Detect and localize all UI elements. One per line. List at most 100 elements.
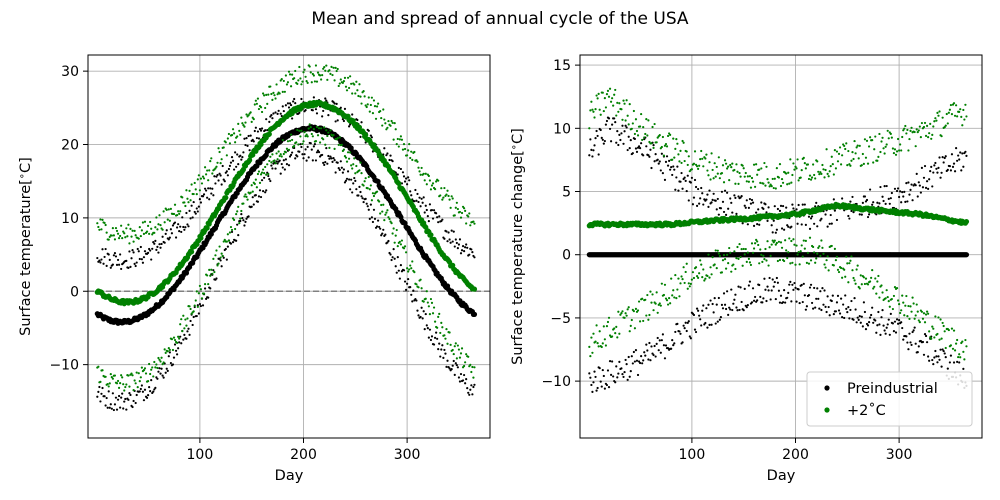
warming-upper-spread-point [938,110,941,113]
preindustrial-lower-spread-point [99,400,102,403]
warming-upper-spread-point [916,131,919,134]
warming-upper-spread-point [851,151,854,154]
preindustrial-upper-spread-point [930,165,933,169]
preindustrial-upper-spread-point [450,229,453,232]
warming-upper-spread-point [142,232,146,235]
preindustrial-lower-spread-point [402,269,406,272]
warming-upper-spread-point [117,237,121,240]
preindustrial-upper-spread-point [413,200,416,203]
warming-upper-spread-point [674,147,677,150]
warming-upper-spread-point [460,211,464,215]
preindustrial-upper-spread-point [324,97,327,100]
warming-lower-spread-point [792,238,795,241]
warming-lower-spread-point [131,374,134,377]
warming-upper-spread-point [324,69,327,72]
warming-upper-spread-point [99,218,102,221]
preindustrial-lower-spread-point [300,145,303,149]
preindustrial-lower-spread-point [908,332,911,335]
preindustrial-lower-spread-point [941,348,944,351]
warming-lower-spread-point [772,241,775,244]
warming-upper-spread-point [863,138,867,141]
warming-lower-spread-point [386,209,389,212]
warming-lower-spread-point [309,126,312,129]
warming-upper-spread-point [606,89,610,93]
warming-upper-spread-point [101,218,104,222]
preindustrial-upper-spread-point [617,143,620,147]
preindustrial-upper-spread-point [780,227,784,230]
warming-upper-spread-point [112,234,115,237]
preindustrial-lower-spread-point [624,358,627,362]
warming-upper-spread-point [827,175,830,178]
warming-lower-spread-point [904,304,907,307]
warming-lower-spread-point [160,356,163,359]
warming-lower-spread-point [445,328,448,331]
preindustrial-lower-spread-point [921,340,925,344]
warming-upper-spread-point [425,183,428,186]
warming-lower-spread-point [406,267,409,270]
warming-upper-spread-point [291,73,294,76]
preindustrial-upper-spread-point [419,205,422,208]
warming-lower-spread-point [660,282,663,285]
preindustrial-upper-spread-point [136,247,139,251]
warming-upper-spread-point [230,133,234,137]
warming-lower-spread-point [958,353,961,356]
warming-lower-spread-point [704,277,707,280]
preindustrial-lower-spread-point [258,189,262,192]
preindustrial-lower-spread-point [735,306,738,309]
preindustrial-lower-spread-point [244,220,247,223]
preindustrial-upper-spread-point [924,186,928,189]
preindustrial-lower-spread-point [262,190,265,193]
preindustrial-lower-spread-point [180,342,183,345]
preindustrial-lower-spread-point [814,306,817,309]
preindustrial-upper-spread-point [409,190,412,193]
warming-upper-spread-point [789,158,792,161]
preindustrial-lower-spread-point [876,324,879,327]
warming-lower-spread-point [134,382,137,385]
warming-lower-spread-point [305,133,308,136]
warming-upper-spread-point [841,154,844,157]
preindustrial-upper-spread-point [702,203,705,206]
warming-lower-spread-point [730,270,733,273]
warming-upper-spread-point [329,72,332,75]
warming-upper-spread-point [596,97,599,100]
preindustrial-lower-spread-point [291,151,294,154]
warming-upper-spread-point [349,75,352,78]
preindustrial-upper-spread-point [192,200,195,204]
warming-upper-spread-point [930,137,933,140]
warming-lower-spread-point [754,242,757,245]
preindustrial-upper-spread-point [452,230,455,233]
warming-upper-spread-point [661,135,664,139]
warming-upper-spread-point [665,145,669,148]
warming-lower-spread-point [788,237,791,240]
preindustrial-upper-spread-point [205,189,208,192]
preindustrial-lower-spread-point [726,290,729,293]
warming-upper-spread-point [724,162,728,165]
preindustrial-lower-spread-point [219,259,222,262]
warming-lower-spread-point [202,292,206,295]
preindustrial-lower-spread-point [458,380,462,383]
preindustrial-lower-spread-point [140,384,143,387]
warming-lower-spread-point [909,305,912,308]
preindustrial-upper-spread-point [197,205,200,208]
warming-upper-spread-point [589,109,592,112]
warming-lower-spread-point [354,172,357,175]
warming-upper-spread-point [391,121,394,124]
preindustrial-lower-spread-point [352,182,355,185]
preindustrial-lower-spread-point [841,316,844,319]
preindustrial-upper-spread-point [401,171,405,174]
warming-upper-spread-point [914,145,917,148]
preindustrial-upper-spread-point [830,222,833,225]
preindustrial-upper-spread-point [917,181,920,184]
preindustrial-lower-spread-point [411,300,414,303]
warming-upper-spread-point [963,118,966,121]
warming-lower-spread-point [407,270,410,273]
preindustrial-upper-spread-point [638,147,642,150]
preindustrial-lower-spread-point [164,371,167,374]
preindustrial-upper-spread-point [659,169,662,172]
warming-lower-spread-point [239,217,242,220]
warming-upper-spread-point [214,167,217,170]
preindustrial-lower-spread-point [830,299,833,303]
preindustrial-lower-spread-point [229,242,233,245]
preindustrial-upper-spread-point [847,214,850,218]
preindustrial-lower-spread-point [633,360,637,363]
